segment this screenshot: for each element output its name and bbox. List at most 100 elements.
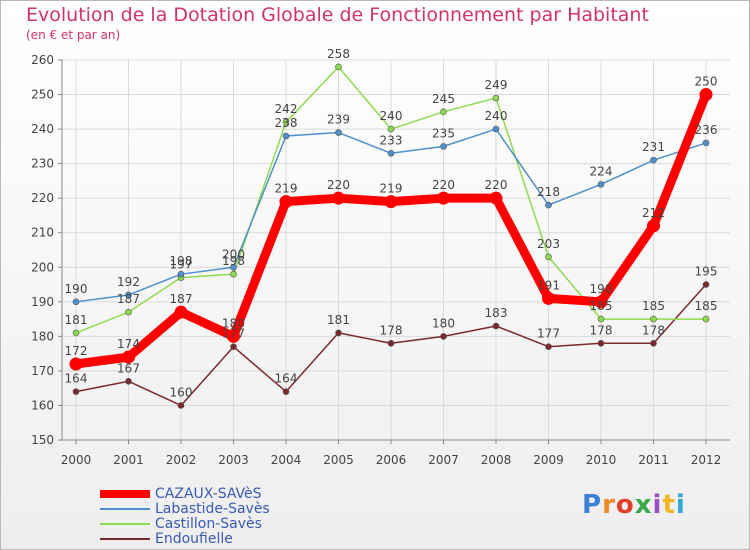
legend-swatch (100, 522, 150, 525)
data-label: 238 (275, 116, 298, 130)
data-point (702, 315, 710, 323)
data-point (650, 156, 657, 164)
data-point (335, 329, 342, 337)
legend: CAZAUX-SAVèS Labastide-Savès Castillon-Sav… (100, 486, 270, 547)
data-label: 220 (327, 178, 350, 192)
data-point (177, 270, 185, 278)
data-label: 185 (695, 299, 718, 313)
data-label: 203 (537, 237, 560, 251)
data-point (702, 281, 710, 288)
grid (62, 59, 730, 441)
data-point (282, 388, 290, 395)
x-tick-label: 2011 (638, 453, 669, 467)
data-point (492, 322, 500, 330)
y-tick-label: 150 (31, 433, 54, 447)
data-point (647, 219, 660, 233)
data-point (227, 329, 240, 343)
y-tick-label: 260 (31, 53, 54, 67)
data-point (279, 195, 293, 209)
data-label: 178 (642, 323, 665, 337)
data-label: 224 (590, 164, 613, 178)
data-label: 198 (222, 254, 245, 268)
data-label: 177 (537, 327, 560, 341)
legend-label: Labastide-Savès (155, 500, 270, 517)
data-label: 212 (642, 206, 665, 220)
data-point (125, 291, 132, 299)
data-label: 219 (380, 182, 403, 196)
data-point (72, 329, 80, 337)
data-point (492, 125, 500, 133)
y-tick-label: 190 (31, 295, 54, 309)
logo-letter: i (652, 490, 663, 520)
data-point (597, 339, 605, 347)
legend-label: Castillon-Savès (155, 515, 262, 532)
data-point (282, 118, 290, 126)
data-label: 220 (485, 178, 508, 192)
data-label: 187 (170, 292, 193, 306)
data-label: 192 (117, 275, 140, 289)
data-label: 198 (170, 254, 193, 268)
logo-letter: x (634, 490, 653, 520)
legend-item: CAZAUX-SAVèS (100, 486, 270, 502)
data-label: 183 (485, 306, 508, 320)
data-point (594, 295, 608, 309)
x-tick-label: 2012 (691, 453, 722, 467)
logo-letter: i (675, 490, 686, 520)
data-label: 236 (695, 123, 718, 137)
data-label: 242 (275, 102, 298, 116)
data-label: 178 (590, 323, 613, 337)
data-point (174, 305, 188, 319)
data-label: 180 (432, 316, 455, 330)
x-tick-label: 2009 (533, 453, 564, 467)
data-label: 160 (170, 385, 193, 399)
data-point (702, 139, 710, 147)
data-point (125, 377, 132, 385)
y-tick-label: 160 (31, 398, 54, 412)
legend-swatch (100, 537, 150, 540)
data-label: 185 (590, 299, 613, 313)
x-tick-label: 2007 (428, 453, 459, 467)
data-point (387, 125, 395, 133)
data-point (230, 343, 237, 351)
legend-label: Endoufielle (155, 530, 233, 547)
data-point (230, 270, 237, 278)
data-label: 181 (65, 313, 88, 327)
series-layer (69, 63, 713, 409)
data-label: 249 (485, 78, 508, 92)
logo-letter: r (602, 490, 616, 520)
data-point (122, 350, 135, 364)
data-label: 180 (222, 316, 245, 330)
data-label: 191 (537, 278, 560, 292)
data-point (69, 357, 83, 371)
data-label: 172 (65, 344, 88, 358)
data-point (437, 191, 450, 205)
data-point (545, 201, 552, 209)
data-label: 235 (432, 126, 455, 140)
data-point (699, 88, 713, 102)
data-label: 167 (117, 361, 140, 375)
data-label: 177 (222, 327, 245, 341)
legend-swatch (100, 507, 150, 510)
legend-item: Castillon-Savès (100, 515, 270, 532)
data-label: 178 (380, 323, 403, 337)
data-point (440, 108, 447, 116)
data-label: 185 (642, 299, 665, 313)
data-label: 190 (65, 282, 88, 296)
data-label: 200 (222, 247, 245, 261)
data-label: 233 (380, 133, 403, 147)
x-tick-label: 2008 (481, 453, 512, 467)
data-label: 219 (275, 182, 298, 196)
data-label: 250 (695, 75, 718, 89)
axes: 150 160 170 180 190 200 210 220 230 240 250 260 2000… (31, 53, 730, 467)
x-tick-label: 2001 (113, 453, 144, 467)
data-label: 258 (327, 47, 350, 61)
data-point (384, 195, 398, 209)
data-point (335, 129, 342, 136)
x-tick-label: 2005 (323, 453, 354, 467)
data-point (177, 402, 185, 409)
data-label: 231 (642, 140, 665, 154)
data-point (650, 315, 657, 323)
y-tick-label: 200 (31, 260, 54, 274)
